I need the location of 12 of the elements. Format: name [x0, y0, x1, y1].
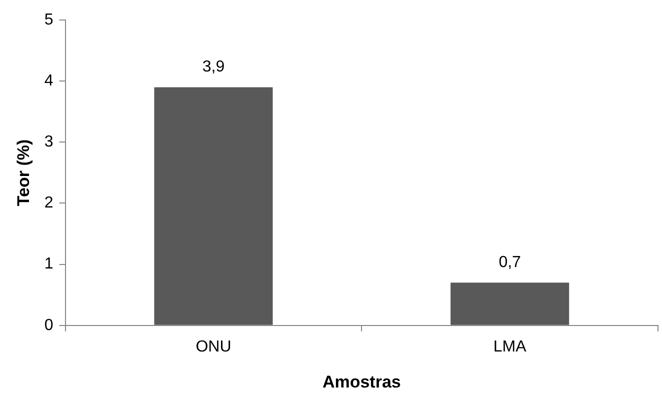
y-tick-label: 4	[44, 72, 54, 90]
y-tick-label: 3	[44, 134, 54, 151]
data-label: 3,9	[202, 58, 225, 76]
y-tick-label: 0	[44, 316, 54, 334]
x-axis-title: Amostras	[322, 372, 401, 392]
x-tick-label: LMA	[493, 338, 527, 356]
y-tick-label: 1	[44, 256, 54, 273]
y-axis-title: Teor (%)	[14, 139, 33, 206]
data-label: 0,7	[498, 254, 522, 272]
y-tick-label: 5	[44, 11, 54, 28]
y-tick-label: 2	[44, 194, 54, 212]
x-tick-label: ONU	[196, 338, 232, 356]
